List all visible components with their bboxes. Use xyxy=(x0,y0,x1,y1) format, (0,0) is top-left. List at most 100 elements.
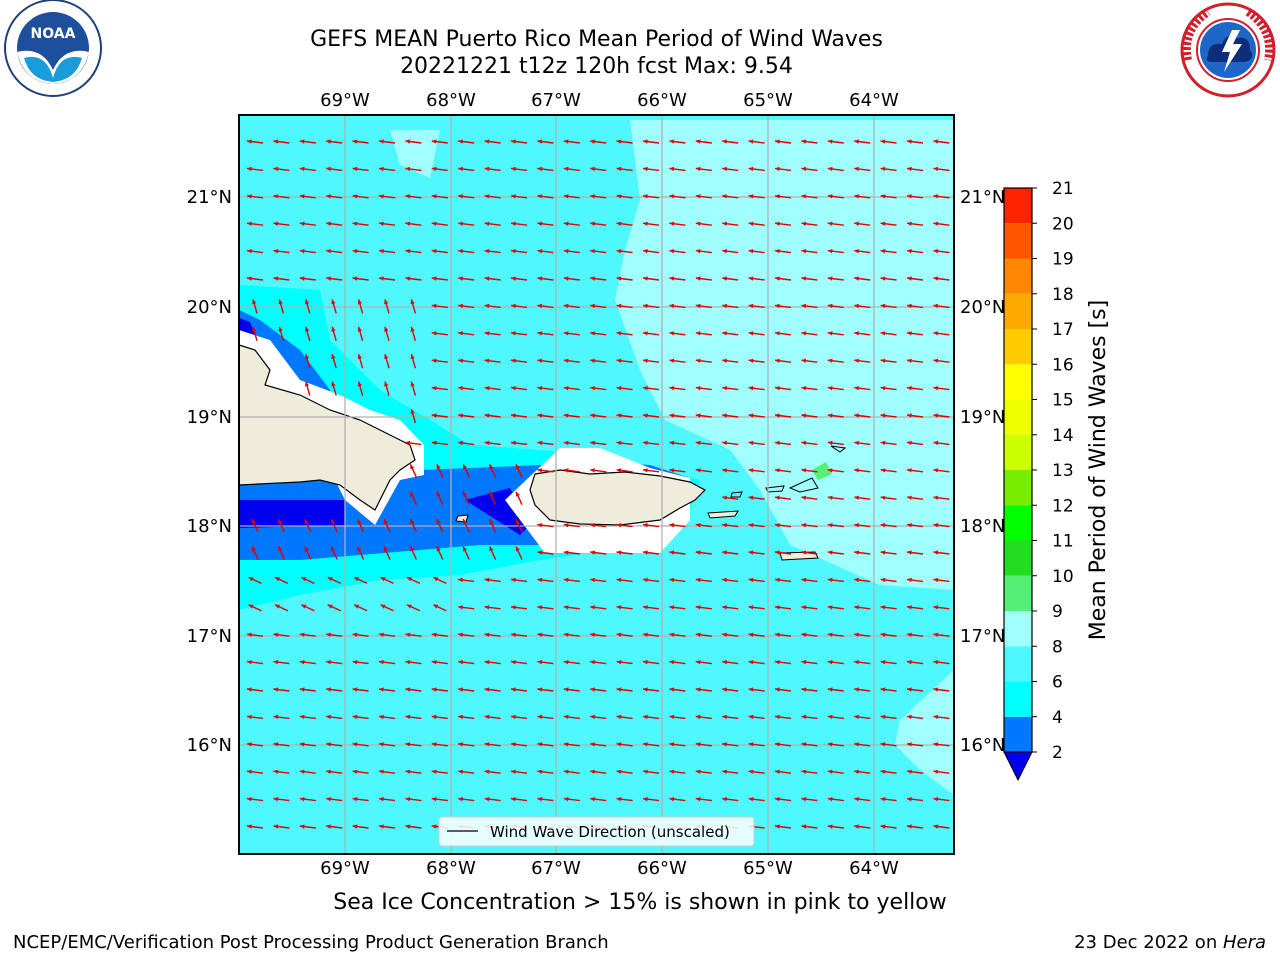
wind-arrow xyxy=(436,491,444,505)
wind-arrow xyxy=(933,276,950,281)
wind-arrow xyxy=(246,824,264,829)
wind-arrow xyxy=(273,139,290,144)
wind-arrow xyxy=(299,660,316,665)
wind-arrow xyxy=(827,632,844,637)
wind-arrow xyxy=(669,139,686,144)
colorbar-tick-label: 21 xyxy=(1052,179,1074,199)
chart-title: GEFS MEAN Puerto Rico Mean Period of Win… xyxy=(310,27,883,52)
wind-arrow xyxy=(327,604,341,612)
wind-arrow xyxy=(616,303,633,309)
wind-arrow xyxy=(616,714,633,720)
wind-arrow xyxy=(854,468,871,473)
wind-arrow xyxy=(642,523,660,528)
wind-arrow xyxy=(405,714,422,720)
wind-arrow xyxy=(801,358,818,363)
wind-arrow xyxy=(458,687,475,692)
wind-arrow xyxy=(695,742,712,747)
colorbar-tick-label: 2 xyxy=(1052,743,1063,763)
wind-arrow xyxy=(827,523,844,528)
wind-arrow xyxy=(854,194,871,199)
colorbar-tick-label: 6 xyxy=(1052,673,1063,693)
period-8-9-zone xyxy=(390,130,440,178)
wind-arrow xyxy=(537,386,554,391)
wind-arrow xyxy=(537,714,554,720)
wind-arrow xyxy=(273,687,290,692)
wind-arrow xyxy=(774,769,792,774)
latitude-labels: 21°N 21°N 20°N 20°N 19°N 19°N 18°N 18°N 17°N 17°N… xyxy=(187,187,1006,756)
wind-arrow xyxy=(357,299,364,314)
wind-arrow xyxy=(431,742,448,747)
wind-arrow xyxy=(405,797,422,802)
wind-arrow xyxy=(748,276,765,281)
wind-arrow xyxy=(563,550,580,555)
wind-arrow xyxy=(801,413,818,418)
colorbar-segment xyxy=(1004,646,1032,682)
wind-arrow xyxy=(251,518,259,533)
wind-arrow xyxy=(616,440,633,446)
wind-arrow xyxy=(537,358,554,363)
wind-arrow xyxy=(378,276,396,281)
wind-arrow xyxy=(563,413,580,418)
wind-arrow xyxy=(854,660,871,665)
wind-arrow xyxy=(801,221,818,226)
wind-arrow xyxy=(827,550,844,555)
colorbar-tick-label: 4 xyxy=(1052,708,1063,728)
colorbar-segment xyxy=(1004,364,1032,400)
wind-arrow xyxy=(801,742,818,747)
wind-arrow xyxy=(880,358,897,363)
wind-arrow xyxy=(326,632,343,637)
wind-arrow xyxy=(801,495,818,500)
wind-arrow xyxy=(722,523,739,528)
wind-arrow xyxy=(458,769,475,774)
wind-arrow xyxy=(933,166,950,172)
wind-arrow xyxy=(436,464,444,478)
wind-arrow xyxy=(384,354,390,369)
wind-arrow xyxy=(854,632,871,637)
wind-arrow xyxy=(246,276,264,281)
wind-arrow xyxy=(590,194,607,199)
wind-arrow xyxy=(748,687,765,692)
wind-arrow xyxy=(616,249,633,254)
wind-arrow xyxy=(906,605,924,610)
wind-arrow xyxy=(274,576,289,585)
wind-arrow xyxy=(880,550,897,555)
wind-arrow xyxy=(748,495,765,500)
wind-arrow xyxy=(510,194,528,199)
wind-arrow xyxy=(431,221,448,226)
wind-arrow xyxy=(695,468,712,473)
wind-arrow xyxy=(357,354,364,369)
wind-arrow xyxy=(326,139,343,144)
puerto-rico-land xyxy=(529,469,706,526)
wind-arrow xyxy=(510,660,528,665)
wind-arrow xyxy=(590,331,607,336)
wind-arrow xyxy=(906,249,924,254)
wind-arrow xyxy=(410,299,417,314)
colorbar-extend-arrow xyxy=(1003,751,1033,782)
colorbar-segment xyxy=(1004,470,1032,506)
wind-arrow xyxy=(590,660,607,665)
wind-arrow xyxy=(273,714,290,720)
wind-arrow xyxy=(854,577,871,583)
svg-text:NOAA: NOAA xyxy=(31,26,76,42)
wind-arrow xyxy=(304,299,311,314)
vieques-island xyxy=(707,510,739,519)
wind-arrow xyxy=(510,797,528,802)
wind-arrow xyxy=(330,518,338,533)
wind-arrow xyxy=(510,742,528,747)
wind-arrow xyxy=(695,797,712,802)
wind-arrow xyxy=(510,605,528,610)
wind-arrow xyxy=(933,605,950,610)
wind-arrow xyxy=(484,577,501,583)
wind-arrow xyxy=(695,221,712,226)
wind-arrow xyxy=(405,687,422,692)
wind-arrow xyxy=(563,331,580,336)
wind-arrow xyxy=(326,687,343,692)
wind-arrow xyxy=(484,386,501,391)
wind-arrow xyxy=(906,331,924,336)
wind-arrow xyxy=(722,550,739,555)
wind-arrow xyxy=(854,139,871,144)
wind-arrow xyxy=(246,632,264,637)
wind-arrow xyxy=(405,440,422,446)
wind-arrow xyxy=(722,577,739,583)
wind-arrow xyxy=(537,331,554,336)
